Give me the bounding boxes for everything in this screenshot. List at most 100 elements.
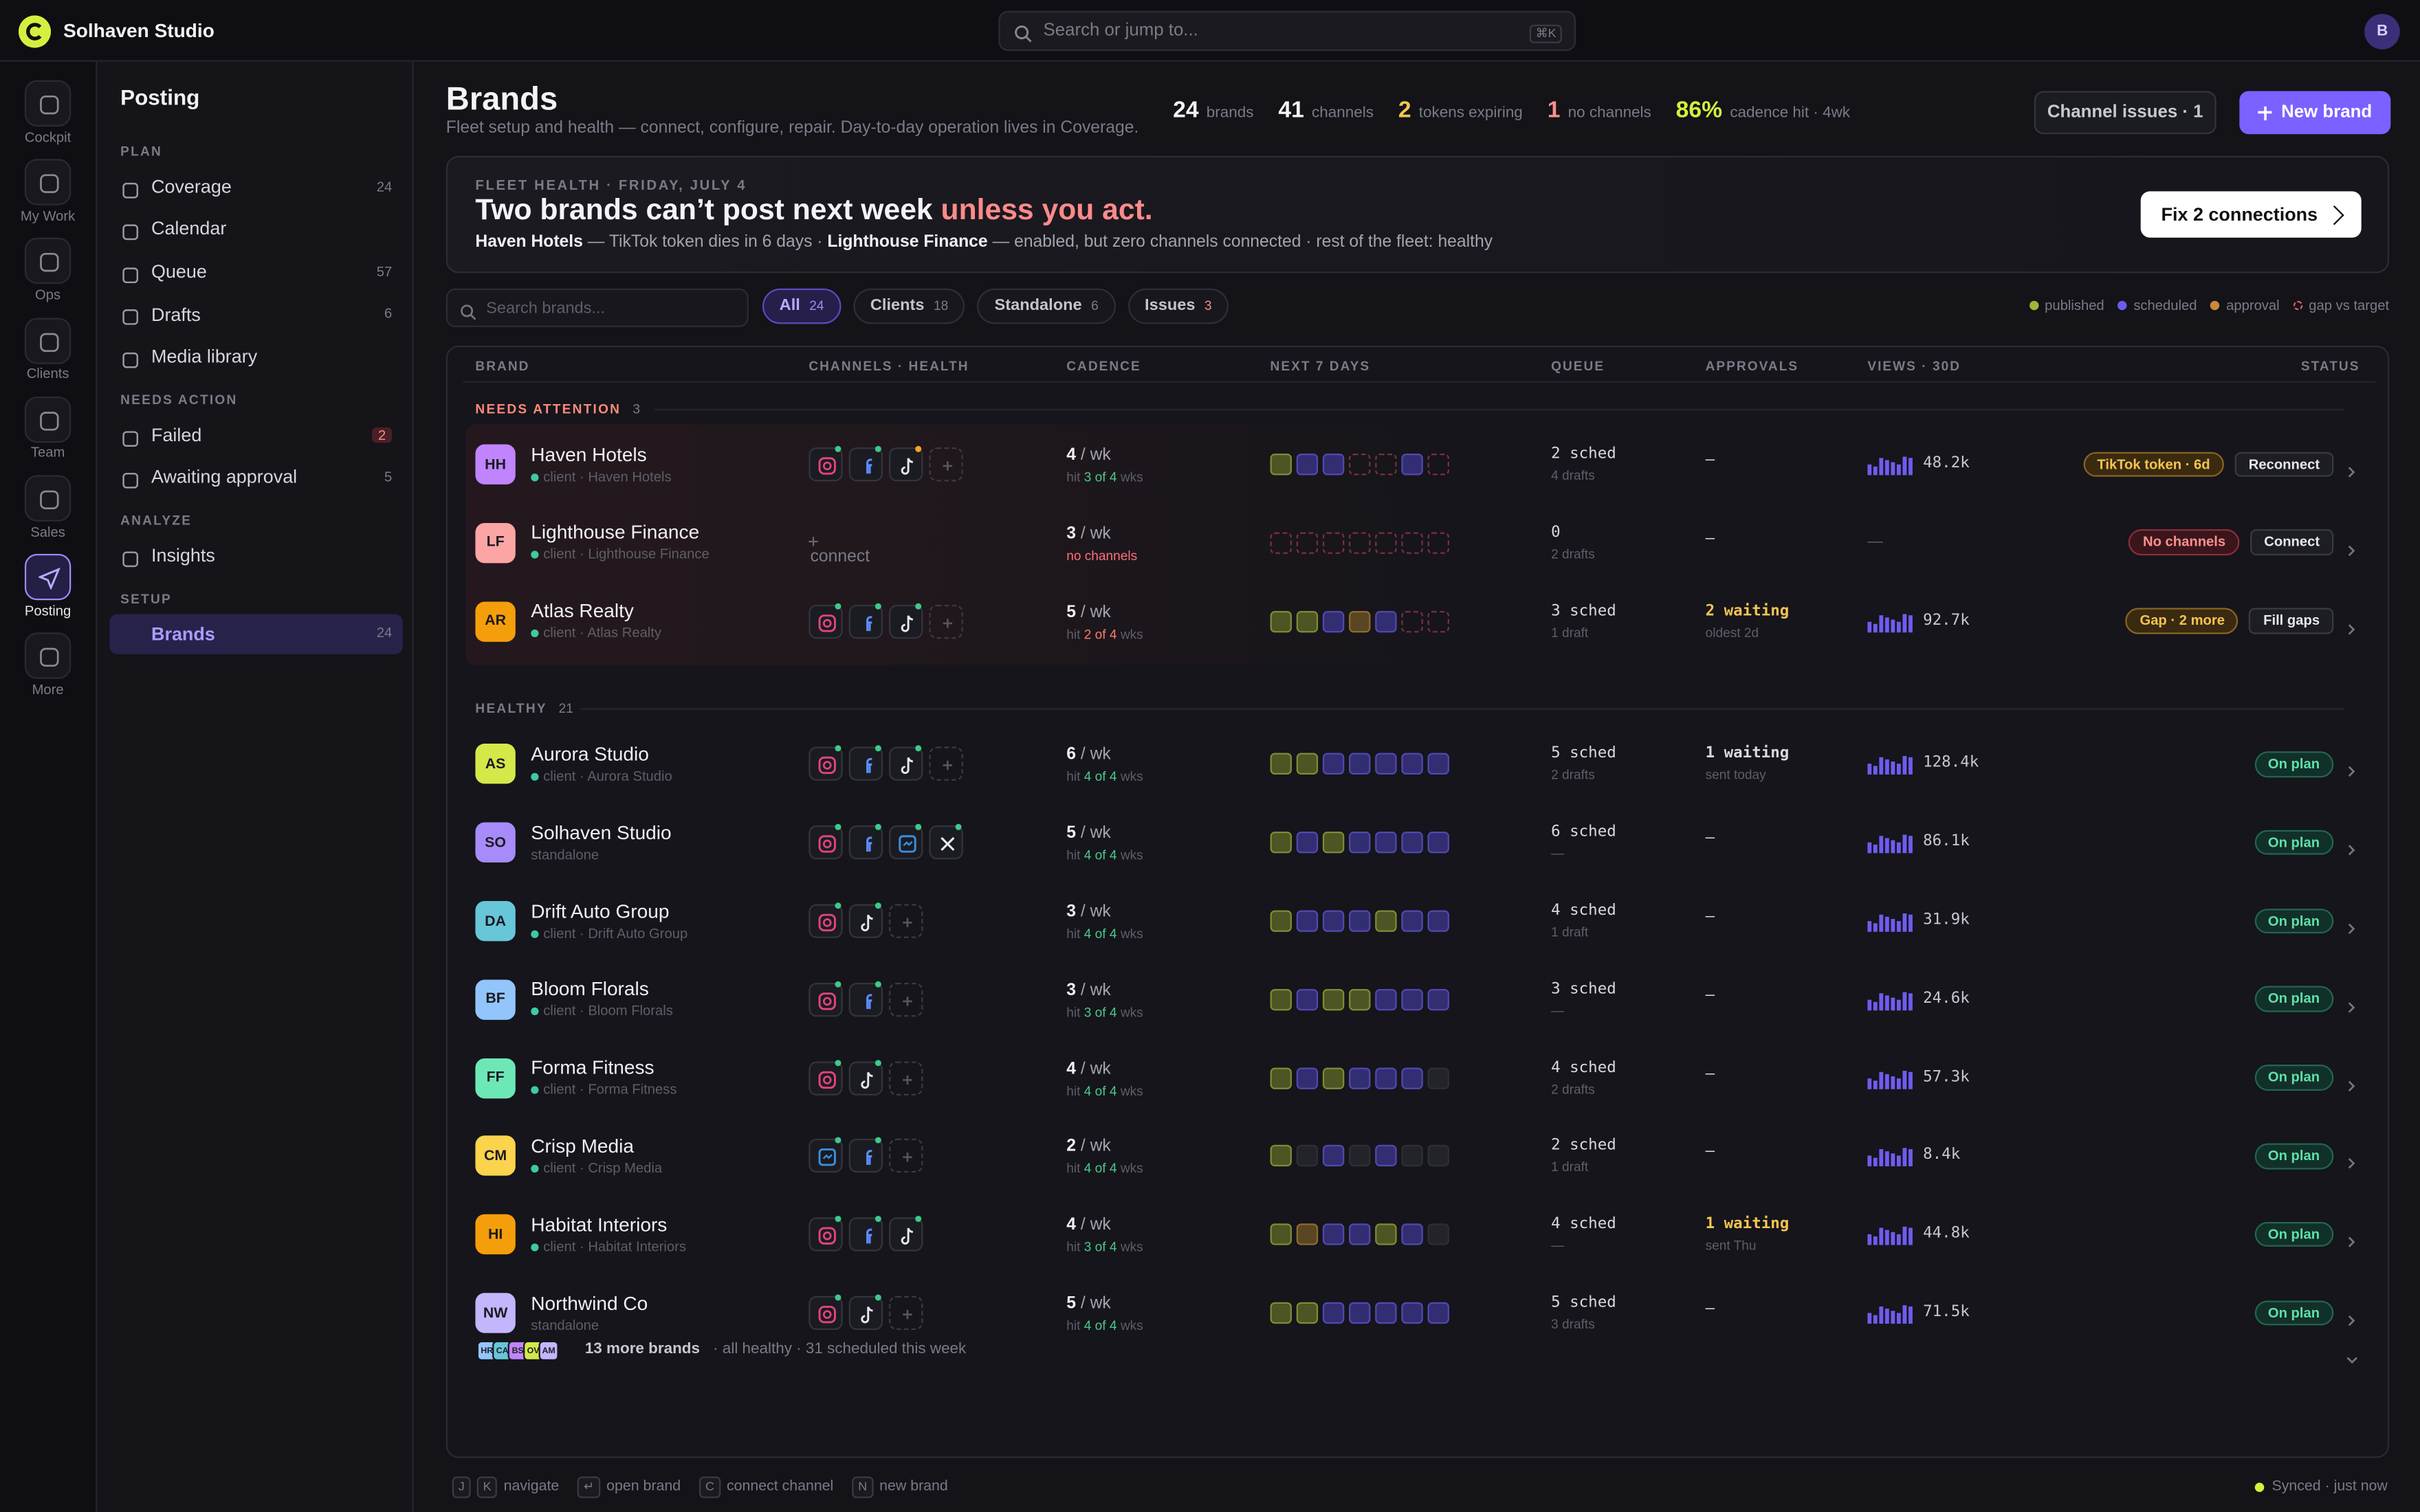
channel-chip[interactable] bbox=[808, 1059, 843, 1095]
icon bbox=[931, 827, 965, 861]
channel-chip[interactable] bbox=[808, 1294, 843, 1331]
cell-text: client · Crisp Media bbox=[543, 1160, 663, 1176]
day-cell bbox=[1349, 988, 1371, 1010]
status: On plan bbox=[2254, 830, 2334, 856]
cell-text[interactable]: Northwind Co bbox=[531, 1292, 648, 1314]
channel-chip[interactable] bbox=[889, 1060, 923, 1095]
channel-chip[interactable] bbox=[929, 747, 963, 781]
status-action[interactable]: Reconnect bbox=[2234, 451, 2334, 478]
filter-chip[interactable]: Standalone 6 bbox=[977, 288, 1116, 324]
channel-chip[interactable] bbox=[889, 1139, 923, 1173]
channel-chip[interactable] bbox=[848, 445, 883, 482]
channel-chip[interactable] bbox=[929, 604, 963, 638]
icon-svg bbox=[1867, 1069, 1913, 1089]
channel-chip[interactable] bbox=[848, 1137, 883, 1173]
sidebar-item[interactable]: Media library bbox=[151, 346, 258, 368]
fix-button[interactable]: Fix 2 connections bbox=[2140, 191, 2362, 238]
icon-part bbox=[2348, 1315, 2355, 1326]
header-rule bbox=[463, 381, 2375, 383]
rail-button[interactable] bbox=[24, 633, 72, 680]
filter-chip[interactable]: All 24 bbox=[762, 288, 842, 324]
cell-text[interactable]: Atlas Realty bbox=[531, 600, 634, 622]
client-dot bbox=[531, 1008, 539, 1016]
sidebar-item[interactable]: Awaiting approval bbox=[151, 466, 298, 489]
cell-text[interactable]: Forma Fitness bbox=[531, 1056, 654, 1079]
channel-chip[interactable] bbox=[848, 1216, 883, 1252]
icon-svg bbox=[122, 551, 139, 567]
sidebar-item[interactable]: Coverage bbox=[151, 175, 232, 197]
cell-text[interactable]: Drift Auto Group bbox=[531, 900, 670, 922]
channel-chip[interactable] bbox=[848, 824, 883, 860]
channel-chip[interactable] bbox=[808, 824, 843, 860]
icon-svg bbox=[18, 15, 52, 48]
cell-text: 5 sched bbox=[1551, 746, 1616, 763]
channel-chip[interactable] bbox=[889, 982, 923, 1016]
sidebar-item[interactable]: Insights bbox=[151, 544, 215, 566]
channel-chip[interactable] bbox=[848, 981, 883, 1016]
rail-button[interactable] bbox=[24, 396, 72, 443]
rail-button[interactable] bbox=[24, 317, 72, 364]
user-initial: B bbox=[2377, 22, 2388, 40]
sidebar-item[interactable]: Calendar bbox=[151, 218, 227, 240]
channel-chip[interactable] bbox=[889, 1296, 923, 1331]
cell-text[interactable]: Lighthouse Finance bbox=[531, 522, 700, 544]
channel-chip[interactable] bbox=[808, 1216, 843, 1252]
search-box[interactable]: Search or jump to... ⌘K bbox=[998, 10, 1576, 52]
sidebar-item[interactable]: Brands bbox=[151, 623, 215, 645]
icon-part bbox=[1908, 757, 1913, 775]
channel-chip[interactable] bbox=[848, 902, 883, 938]
status-action[interactable]: Connect bbox=[2250, 529, 2334, 556]
cell-text[interactable]: Habitat Interiors bbox=[531, 1214, 668, 1236]
sidebar-item[interactable]: Failed bbox=[151, 423, 202, 446]
rail-button[interactable] bbox=[24, 475, 72, 522]
cell-text[interactable]: 13 more brands bbox=[584, 1340, 701, 1358]
filter-chips: All 24 Clients 18 Standalone 6 Issues 3 bbox=[762, 288, 1229, 324]
channel-chip[interactable] bbox=[889, 904, 923, 938]
channel-chip[interactable] bbox=[889, 824, 923, 860]
rail-label: Posting bbox=[24, 603, 72, 619]
channel-chip[interactable] bbox=[848, 746, 883, 781]
brand-search[interactable]: Search brands... bbox=[446, 288, 749, 327]
cadence: 4 / wk bbox=[1066, 1059, 1111, 1080]
user-avatar[interactable]: B bbox=[2364, 14, 2400, 49]
channel-chip[interactable] bbox=[889, 445, 923, 482]
status-pill: Gap · 2 more bbox=[2126, 608, 2239, 634]
channel-status-dot bbox=[835, 1216, 842, 1223]
channel-chip[interactable] bbox=[808, 1137, 843, 1173]
filter-chip[interactable]: Clients 18 bbox=[853, 288, 965, 324]
cell-text[interactable]: Crisp Media bbox=[531, 1135, 634, 1157]
day-cell bbox=[1375, 1223, 1397, 1246]
channel-chip[interactable] bbox=[848, 1059, 883, 1095]
status-action[interactable]: Fill gaps bbox=[2249, 608, 2334, 634]
channel-chip[interactable] bbox=[808, 602, 843, 638]
day-cell bbox=[1375, 753, 1397, 775]
channel-chip[interactable] bbox=[889, 746, 923, 781]
cadence-unit: / wk bbox=[1080, 445, 1111, 465]
rail-button[interactable] bbox=[24, 80, 72, 127]
channel-chip[interactable] bbox=[848, 1294, 883, 1331]
channel-chip[interactable] bbox=[808, 902, 843, 938]
channel-chip[interactable] bbox=[808, 746, 843, 781]
channel-chip[interactable] bbox=[929, 447, 963, 482]
sidebar-item[interactable]: Queue bbox=[151, 260, 207, 282]
rail-button[interactable] bbox=[24, 159, 72, 205]
channel-chip[interactable] bbox=[929, 824, 965, 861]
channel-chip[interactable] bbox=[808, 981, 843, 1016]
channel-chip[interactable] bbox=[889, 1216, 923, 1252]
sidebar-item[interactable]: Drafts bbox=[151, 303, 201, 325]
cell-text[interactable]: Aurora Studio bbox=[531, 743, 649, 766]
day-cell bbox=[1270, 532, 1292, 554]
cell-text[interactable]: Bloom Florals bbox=[531, 978, 649, 1001]
filter-chip[interactable]: Issues 3 bbox=[1128, 288, 1229, 324]
new-brand-button[interactable]: New brand bbox=[2239, 91, 2391, 135]
stat-value: 86% bbox=[1675, 97, 1723, 124]
rail-button[interactable] bbox=[24, 238, 72, 285]
rail-button[interactable] bbox=[24, 554, 72, 601]
cell-text[interactable]: Solhaven Studio bbox=[531, 821, 672, 844]
channel-chip[interactable] bbox=[808, 445, 843, 482]
channel-chip[interactable] bbox=[889, 602, 923, 638]
cadence-value: 4 bbox=[1066, 1216, 1076, 1235]
cell-text[interactable]: Haven Hotels bbox=[531, 443, 647, 465]
channel-chip[interactable] bbox=[848, 602, 883, 638]
channel-issues-button[interactable]: Channel issues · 1 bbox=[2034, 91, 2216, 135]
